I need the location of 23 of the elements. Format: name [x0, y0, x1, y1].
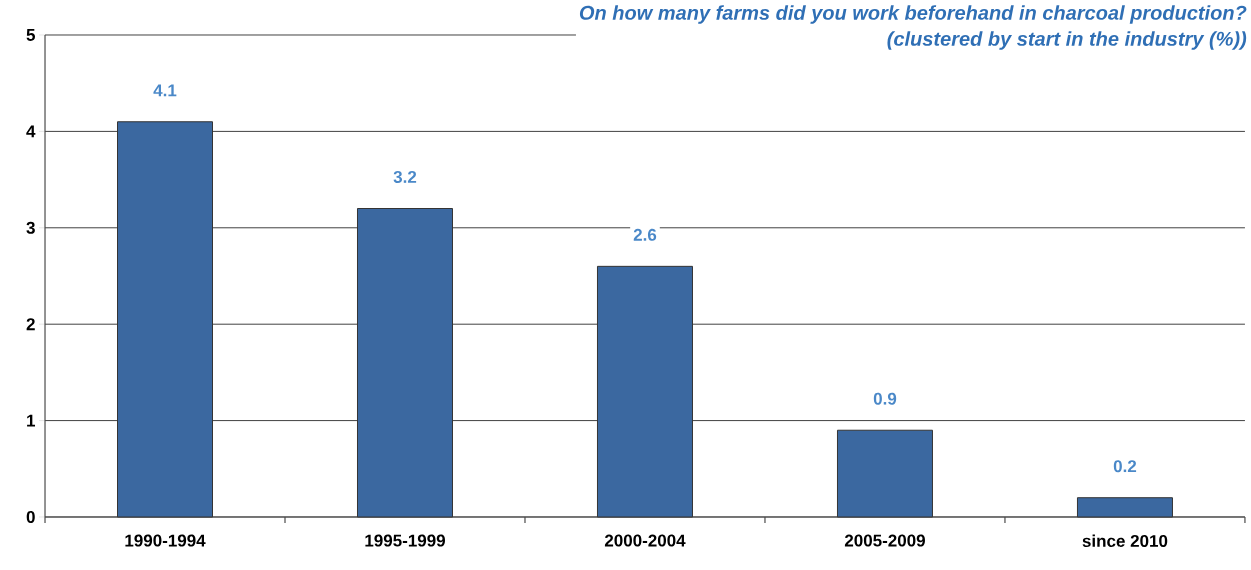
x-tick-label: 2000-2004	[604, 534, 686, 547]
bar	[356, 208, 453, 518]
y-tick-label: 0	[26, 510, 35, 524]
x-tick-label: 2005-2009	[844, 534, 925, 547]
y-tick-label: 5	[26, 29, 36, 41]
y-tick-label: 4	[26, 125, 36, 138]
bar	[596, 265, 693, 518]
data-label: 0.9	[873, 392, 897, 405]
data-label: 2.6	[633, 228, 657, 241]
bar	[1076, 497, 1173, 518]
x-tick-label: 1990-1994	[125, 534, 206, 547]
y-tick-label: 2	[26, 318, 35, 331]
y-tick-label: 3	[26, 221, 35, 234]
data-label: 3.2	[393, 170, 417, 184]
chart-title: On how many farms did you work beforehand in charcoal production?	[579, 5, 1247, 24]
y-tick-label: 1	[27, 414, 36, 427]
bar	[836, 429, 933, 518]
data-label: 0.2	[1113, 460, 1137, 473]
data-label: 4.1	[153, 84, 177, 97]
x-tick-label: 1995-1999	[365, 534, 445, 547]
chart-subtitle: (clustered by start in the industry (%))	[887, 31, 1247, 50]
x-tick-label: since 2010	[1082, 534, 1168, 548]
bar	[117, 121, 214, 518]
